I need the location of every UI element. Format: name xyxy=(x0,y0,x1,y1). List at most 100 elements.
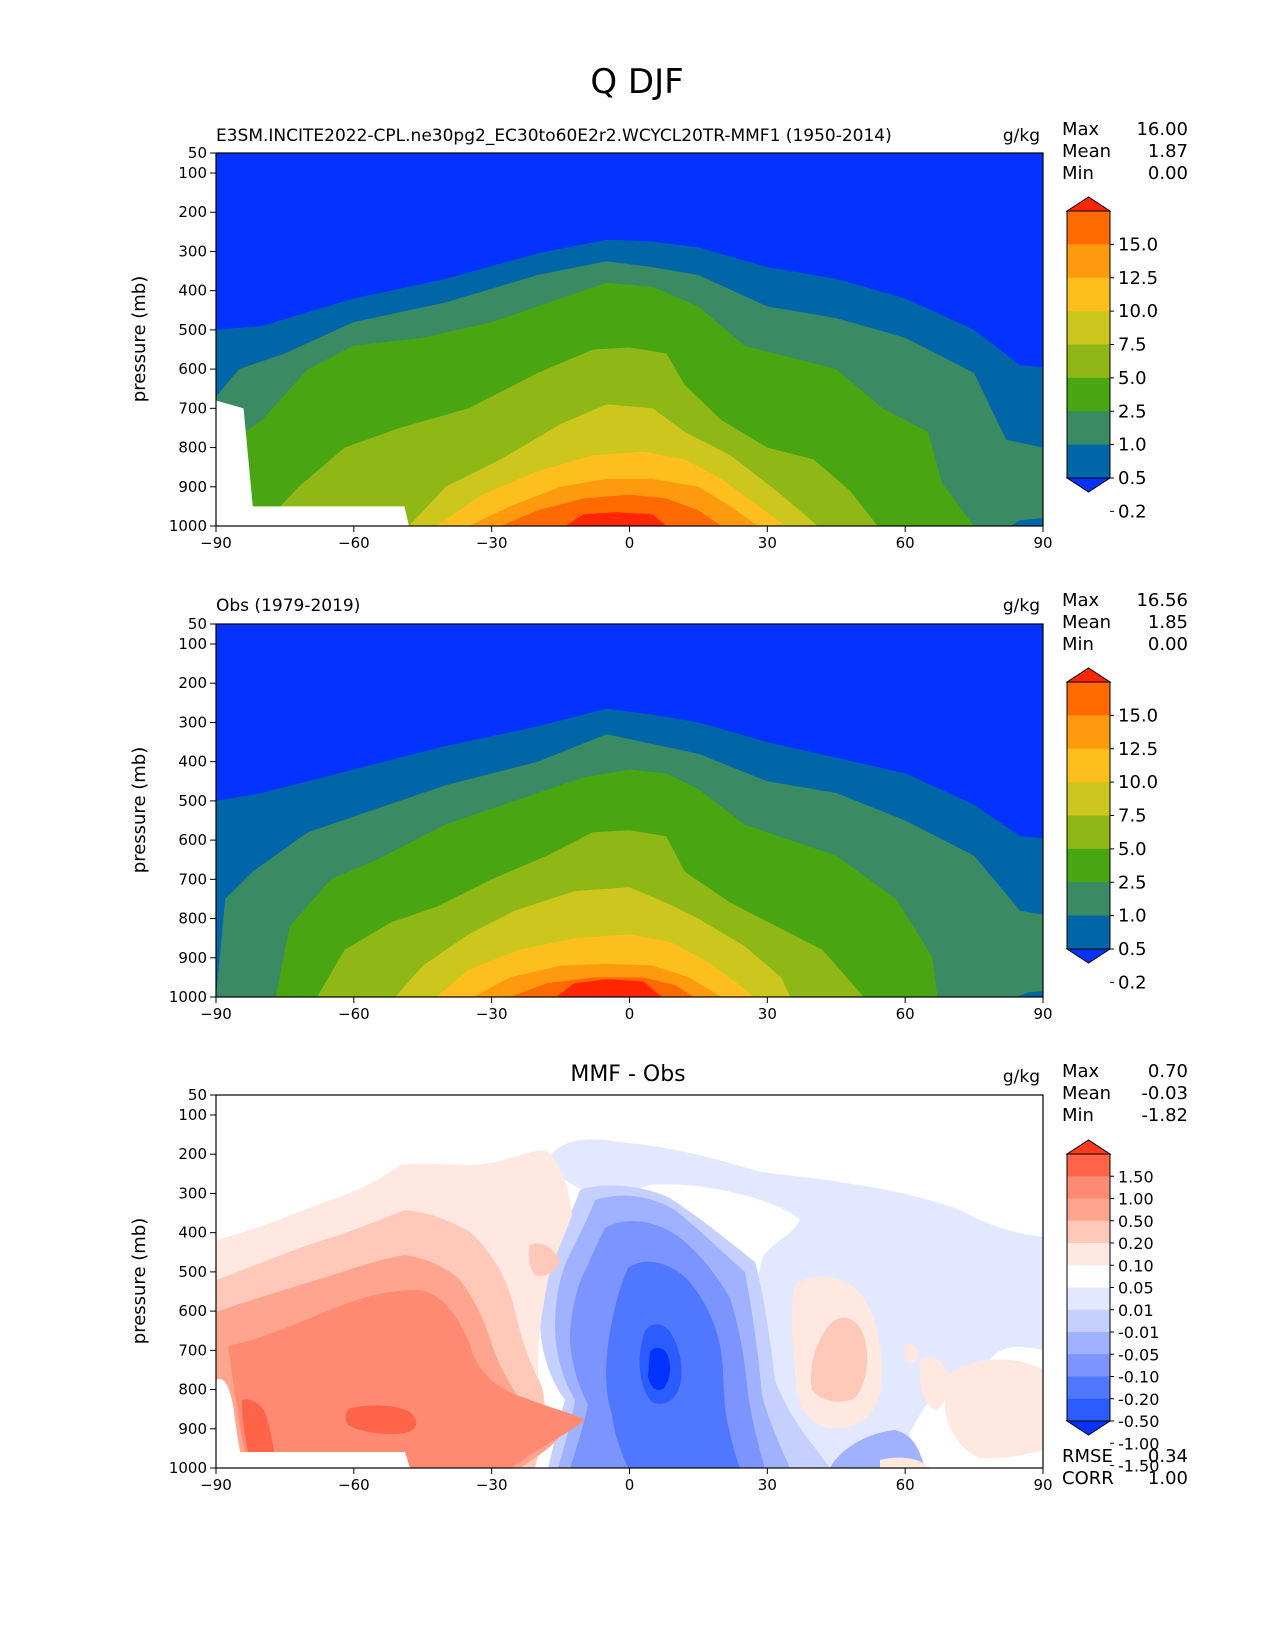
colorbar-segment xyxy=(1067,882,1110,917)
colorbar-tick-label: -0.01 xyxy=(1118,1323,1159,1342)
colorbar-extend-min xyxy=(1065,1420,1112,1436)
panel-diff-y-axis: 50 100 200 300 400 500 600 700 800 900 1000 xyxy=(169,1086,216,1477)
x-tick-label: −90 xyxy=(200,1476,232,1494)
contour-fill-15 xyxy=(565,512,667,526)
colorbar-segment xyxy=(1067,444,1110,479)
colorbar-tick-label: -1.00 xyxy=(1118,1434,1159,1453)
stat-max-label: Max xyxy=(1062,119,1100,140)
y-tick-label: 700 xyxy=(178,399,207,417)
corr-label: CORR xyxy=(1062,1468,1114,1489)
panel-model-stats: Max 16.00 Mean 1.87 Min 0.00 xyxy=(1062,119,1188,184)
diff-region-red-4 xyxy=(228,1290,585,1468)
diff-region-red-13 xyxy=(880,1457,930,1468)
colorbar-segment xyxy=(1067,1376,1110,1400)
stat-max-label: Max xyxy=(1062,590,1100,611)
colorbar-extend-min xyxy=(1065,948,1112,964)
colorbar-tick-label: 1.50 xyxy=(1118,1167,1154,1186)
stat-mean-value: 1.85 xyxy=(1148,612,1188,633)
panel-model-ylabel: pressure (mb) xyxy=(129,276,150,402)
panel-model-x-axis: −90 −60 −30 0 30 60 90 xyxy=(200,526,1053,552)
stat-max-value: 0.70 xyxy=(1148,1061,1188,1082)
colorbar-tick-label: 1.0 xyxy=(1118,435,1147,456)
y-tick-label: 100 xyxy=(178,635,207,653)
colorbar-tick-label: 1.00 xyxy=(1118,1190,1154,1209)
panel-diff-x-axis: −90 −60 −30 0 30 60 90 xyxy=(200,1468,1053,1494)
y-tick-label: 700 xyxy=(178,870,207,888)
colorbar-tick-label: 0.5 xyxy=(1118,939,1147,960)
colorbar-tick-label: 0.20 xyxy=(1118,1234,1154,1253)
colorbar-extend-min xyxy=(1065,477,1112,493)
colorbar-tick-label: -0.10 xyxy=(1118,1368,1159,1387)
x-tick-label: 90 xyxy=(1033,1476,1052,1494)
diff-region-red-11 xyxy=(919,1356,949,1410)
stat-max-value: 16.56 xyxy=(1136,590,1188,611)
colorbar-segment xyxy=(1067,1398,1110,1422)
x-tick-label: −60 xyxy=(338,534,370,552)
figure-title: Q DJF xyxy=(590,62,683,102)
panel-obs-x-axis: −90 −60 −30 0 30 60 90 xyxy=(200,997,1053,1023)
colorbar-tick-label: 0.2 xyxy=(1118,972,1147,993)
x-tick-label: −30 xyxy=(476,1005,508,1023)
colorbar-segment xyxy=(1067,1287,1110,1311)
diff-region-red-10 xyxy=(945,1359,1043,1459)
panel-model-contour-fills xyxy=(216,153,1043,526)
colorbar-segment xyxy=(1067,1309,1110,1333)
panel-obs: Obs (1979-2019) g/kg 5010020030040050060… xyxy=(129,590,1188,1023)
y-tick-label: 600 xyxy=(178,1302,207,1320)
x-tick-label: −90 xyxy=(200,534,232,552)
colorbar-segment xyxy=(1067,211,1110,245)
stat-mean-value: -0.03 xyxy=(1141,1083,1188,1104)
panel-obs-y-axis: 50 100 200 300 400 500 600 700 800 900 1000 xyxy=(169,615,216,1006)
diff-region-missing xyxy=(216,1452,410,1468)
x-tick-label: 0 xyxy=(625,1476,635,1494)
contour-fill-15 xyxy=(556,979,662,997)
y-tick-label: 300 xyxy=(178,713,207,731)
x-tick-label: 90 xyxy=(1033,534,1052,552)
colorbar-tick-label: 0.01 xyxy=(1118,1301,1154,1320)
colorbar-segment xyxy=(1067,815,1110,850)
panel-obs-stats: Max 16.56 Mean 1.85 Min 0.00 xyxy=(1062,590,1188,655)
y-tick-label: 300 xyxy=(178,1184,207,1202)
y-tick-label: 100 xyxy=(178,164,207,182)
colorbar-segment xyxy=(1067,1220,1110,1244)
panel-diff-units: g/kg xyxy=(1003,1067,1040,1087)
colorbar-segment xyxy=(1067,344,1110,379)
colorbar-segment xyxy=(1067,311,1110,345)
diff-region-blue-6 xyxy=(648,1347,671,1390)
y-tick-label: 1000 xyxy=(169,1459,207,1477)
panel-diff-ylabel: pressure (mb) xyxy=(129,1218,150,1344)
colorbar-tick-label: 7.5 xyxy=(1118,335,1147,356)
panel-obs-units: g/kg xyxy=(1003,596,1040,616)
stat-min-label: Min xyxy=(1062,163,1094,184)
y-tick-label: 100 xyxy=(178,1106,207,1124)
colorbar-tick-label: 7.5 xyxy=(1118,806,1147,827)
y-tick-label: 50 xyxy=(188,615,207,633)
colorbar-tick-label: 2.5 xyxy=(1118,872,1147,893)
colorbar-segment xyxy=(1067,848,1110,883)
stat-max-value: 16.00 xyxy=(1136,119,1188,140)
corr-value: 1.00 xyxy=(1148,1468,1188,1489)
x-tick-label: −30 xyxy=(476,1476,508,1494)
stat-min-value: 0.00 xyxy=(1148,634,1188,655)
colorbar-tick-label: 0.05 xyxy=(1118,1279,1154,1298)
stat-min-label: Min xyxy=(1062,634,1094,655)
colorbar-tick-label: 15.0 xyxy=(1118,234,1158,255)
colorbar-extend-max xyxy=(1065,667,1112,683)
colorbar-tick-label: -0.05 xyxy=(1118,1345,1159,1364)
rmse-value: 0.34 xyxy=(1148,1446,1188,1467)
y-tick-label: 300 xyxy=(178,242,207,260)
panel-model-y-axis: 50 100 200 300 400 500 600 700 800 900 1000 xyxy=(169,144,216,535)
colorbar-tick-label: -1.50 xyxy=(1118,1457,1159,1476)
stat-mean-label: Mean xyxy=(1062,141,1111,162)
y-tick-label: 500 xyxy=(178,1263,207,1281)
panel-model-title: E3SM.INCITE2022-CPL.ne30pg2_EC30to60E2r2… xyxy=(216,126,892,146)
stat-min-value: 0.00 xyxy=(1148,163,1188,184)
y-tick-label: 800 xyxy=(178,1381,207,1399)
colorbar-segment xyxy=(1067,1154,1110,1177)
diff-region-red-9 xyxy=(810,1317,868,1402)
x-tick-label: 90 xyxy=(1033,1005,1052,1023)
colorbar-tick-label: 10.0 xyxy=(1118,301,1158,322)
diff-region-red-5 xyxy=(242,1399,274,1452)
colorbar-tick-label: 5.0 xyxy=(1118,839,1147,860)
colorbar-tick-label: 12.5 xyxy=(1118,268,1158,289)
